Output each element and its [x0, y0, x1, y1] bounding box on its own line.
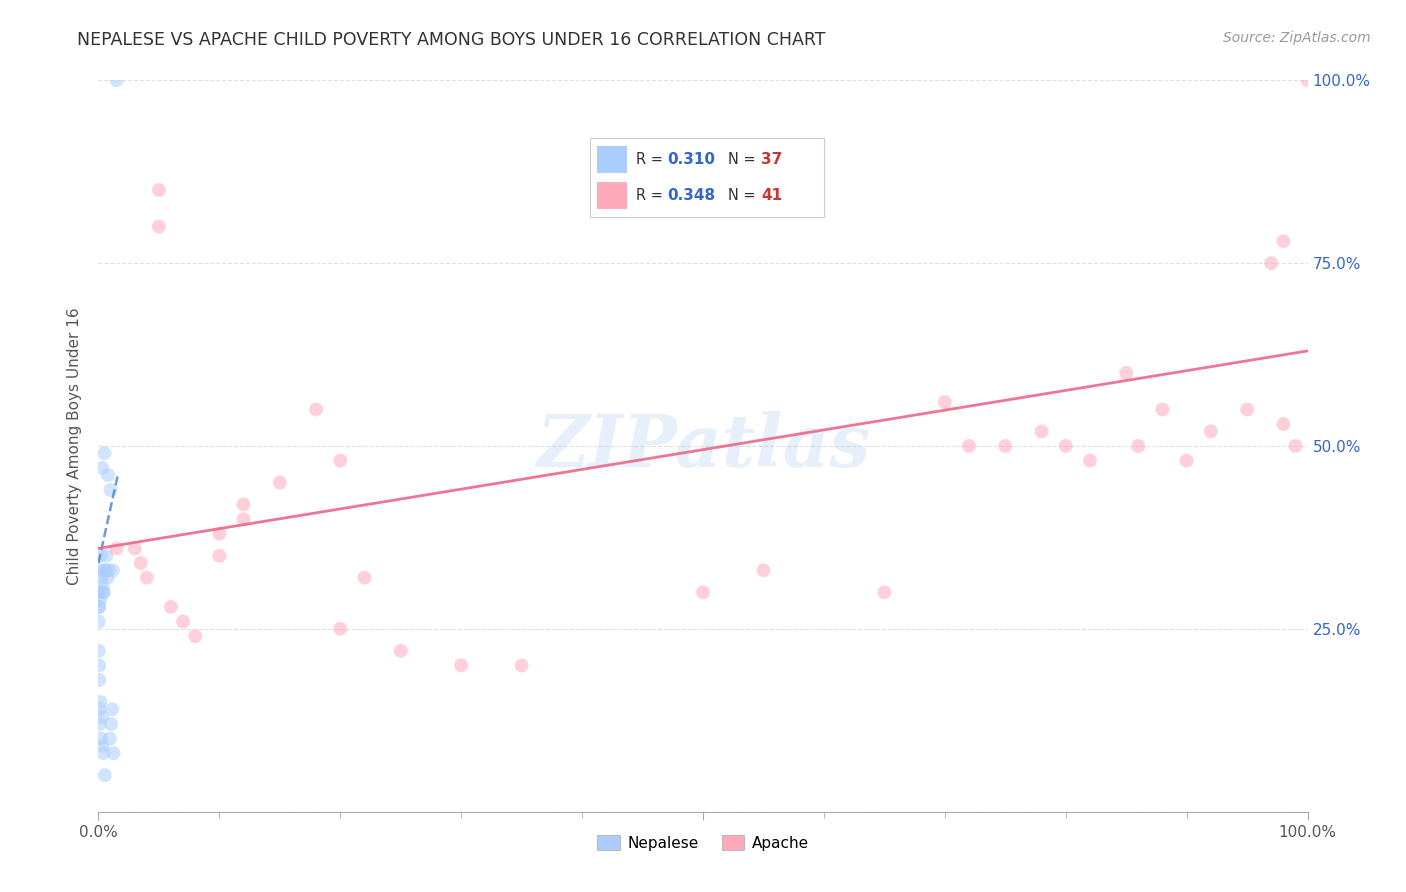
Point: [232, 498, 254, 512]
Text: 0.348: 0.348: [666, 188, 716, 203]
Text: N =: N =: [728, 152, 761, 167]
Point: [389, 644, 412, 658]
Point: [87, 644, 110, 658]
Point: [1152, 402, 1174, 417]
Y-axis label: Child Poverty Among Boys Under 16: Child Poverty Among Boys Under 16: [67, 307, 83, 585]
Point: [91, 461, 114, 475]
Point: [934, 395, 956, 409]
Point: [91, 585, 114, 599]
FancyBboxPatch shape: [596, 146, 627, 173]
Point: [329, 622, 352, 636]
Point: [1272, 417, 1295, 431]
Point: [994, 439, 1017, 453]
Point: [93, 746, 115, 760]
Point: [353, 571, 375, 585]
Point: [148, 219, 170, 234]
Point: [97, 468, 120, 483]
Point: [89, 717, 111, 731]
Point: [96, 571, 118, 585]
Point: [98, 731, 121, 746]
Point: [90, 549, 112, 563]
Point: [90, 709, 112, 723]
Point: [269, 475, 291, 490]
Point: [89, 563, 111, 577]
Point: [1236, 402, 1258, 417]
Text: 41: 41: [761, 188, 782, 203]
FancyBboxPatch shape: [596, 182, 627, 209]
Text: Source: ZipAtlas.com: Source: ZipAtlas.com: [1223, 31, 1371, 45]
Point: [89, 702, 111, 716]
Text: ZIPatlas: ZIPatlas: [536, 410, 870, 482]
Point: [90, 731, 112, 746]
Point: [329, 453, 352, 467]
Point: [90, 695, 112, 709]
Point: [510, 658, 533, 673]
Point: [148, 183, 170, 197]
Point: [1296, 73, 1319, 87]
Point: [135, 571, 157, 585]
Text: R =: R =: [636, 188, 666, 203]
Point: [105, 541, 128, 556]
Point: [90, 571, 112, 585]
Point: [100, 717, 122, 731]
Legend: Nepalese, Apache: Nepalese, Apache: [591, 829, 815, 856]
Point: [1260, 256, 1282, 270]
Point: [1199, 425, 1222, 439]
Point: [105, 73, 128, 87]
Point: [101, 563, 124, 577]
Point: [96, 549, 118, 563]
Point: [87, 585, 110, 599]
Point: [184, 629, 207, 643]
Point: [1054, 439, 1077, 453]
Point: [1128, 439, 1150, 453]
Point: [752, 563, 775, 577]
Point: [232, 512, 254, 526]
Point: [1031, 425, 1053, 439]
Text: 0.310: 0.310: [666, 152, 716, 167]
Point: [1284, 439, 1306, 453]
Point: [87, 599, 110, 614]
Text: N =: N =: [728, 188, 761, 203]
Point: [450, 658, 472, 673]
Point: [91, 739, 114, 753]
Point: [124, 541, 146, 556]
Point: [89, 592, 111, 607]
Text: 37: 37: [761, 152, 782, 167]
Point: [97, 563, 120, 577]
Point: [93, 585, 115, 599]
Point: [93, 446, 115, 460]
Point: [100, 483, 122, 497]
Point: [94, 563, 117, 577]
Text: NEPALESE VS APACHE CHILD POVERTY AMONG BOYS UNDER 16 CORRELATION CHART: NEPALESE VS APACHE CHILD POVERTY AMONG B…: [77, 31, 825, 49]
Point: [305, 402, 328, 417]
Point: [103, 746, 125, 760]
Point: [873, 585, 896, 599]
Point: [208, 526, 231, 541]
Point: [87, 615, 110, 629]
Point: [89, 673, 111, 687]
Point: [172, 615, 194, 629]
Point: [89, 658, 111, 673]
Point: [129, 556, 152, 570]
Point: [1272, 234, 1295, 248]
Point: [957, 439, 980, 453]
Point: [692, 585, 714, 599]
Point: [91, 578, 114, 592]
Point: [101, 702, 124, 716]
Point: [208, 549, 231, 563]
Point: [1078, 453, 1101, 467]
Point: [160, 599, 183, 614]
Point: [93, 768, 115, 782]
Point: [89, 599, 111, 614]
Text: R =: R =: [636, 152, 666, 167]
Point: [94, 563, 117, 577]
Point: [1115, 366, 1137, 380]
Point: [1175, 453, 1198, 467]
